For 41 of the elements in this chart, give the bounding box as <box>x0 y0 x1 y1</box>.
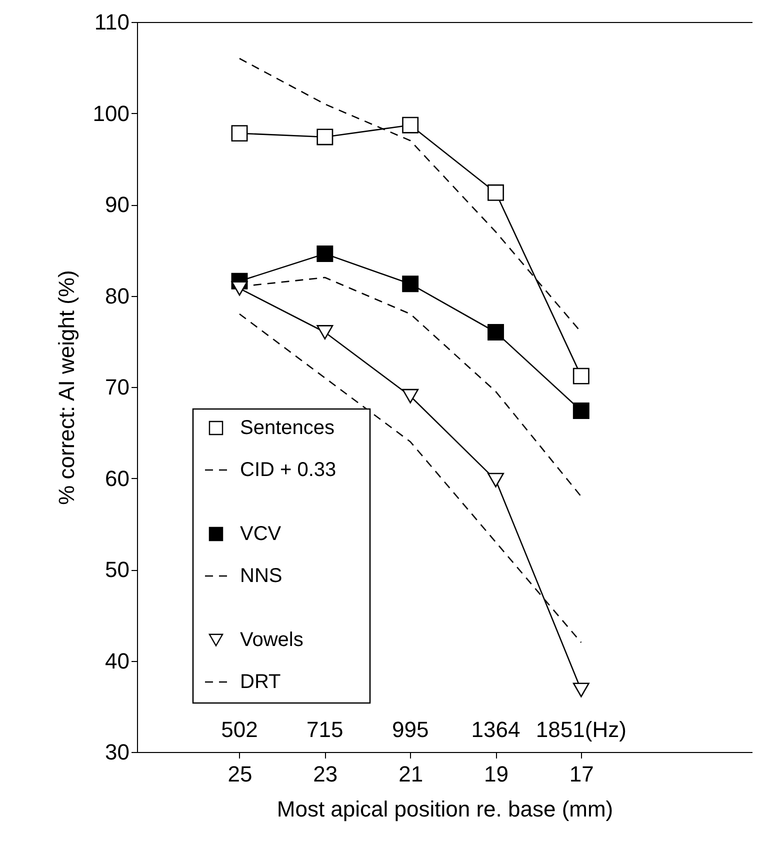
point <box>488 324 504 340</box>
point <box>316 325 334 340</box>
point <box>316 128 334 146</box>
annotation: 1364 <box>471 717 520 742</box>
annotation: 995 <box>392 717 429 742</box>
point <box>488 472 504 488</box>
y-tick-label: 40 <box>105 648 130 674</box>
point <box>572 368 590 384</box>
x-axis-title: Most apical position re. base (mm) <box>276 796 614 822</box>
x-tick-label: 23 <box>313 762 338 786</box>
legend-label: Sentences <box>240 417 335 439</box>
x-tick-label: 25 <box>228 762 252 786</box>
y-tick-label: 60 <box>105 466 130 491</box>
y-tick-label: 100 <box>92 100 130 126</box>
y-tick-label: 90 <box>105 192 130 217</box>
legend-label: VCV <box>240 523 282 545</box>
legend-label: DRT <box>240 671 281 693</box>
y-tick-label: 80 <box>105 283 130 308</box>
x-tick-label: 21 <box>398 762 424 786</box>
annotation: 1851(Hz) <box>536 717 626 742</box>
point <box>316 246 334 262</box>
y-tick-label: 70 <box>105 374 130 400</box>
legend-label: CID + 0.33 <box>240 459 336 481</box>
legend-label: Vowels <box>240 629 304 651</box>
y-tick-label: 30 <box>105 740 130 764</box>
point <box>402 116 419 134</box>
y-tick-label: 110 <box>94 10 130 34</box>
point <box>231 125 248 142</box>
point <box>488 184 504 201</box>
annotation: 715 <box>306 717 344 742</box>
annotation: 502 <box>221 717 258 742</box>
point <box>402 388 419 404</box>
point <box>231 281 248 296</box>
x-tick-label: 17 <box>569 762 594 786</box>
legend-label: NNS <box>240 565 282 587</box>
point <box>572 402 590 419</box>
y-tick-label: 50 <box>105 557 130 582</box>
point <box>402 276 419 292</box>
point <box>572 682 590 698</box>
y-axis-title: % correct: AI weight (%) <box>54 270 79 505</box>
x-tick-label: 19 <box>484 762 508 786</box>
